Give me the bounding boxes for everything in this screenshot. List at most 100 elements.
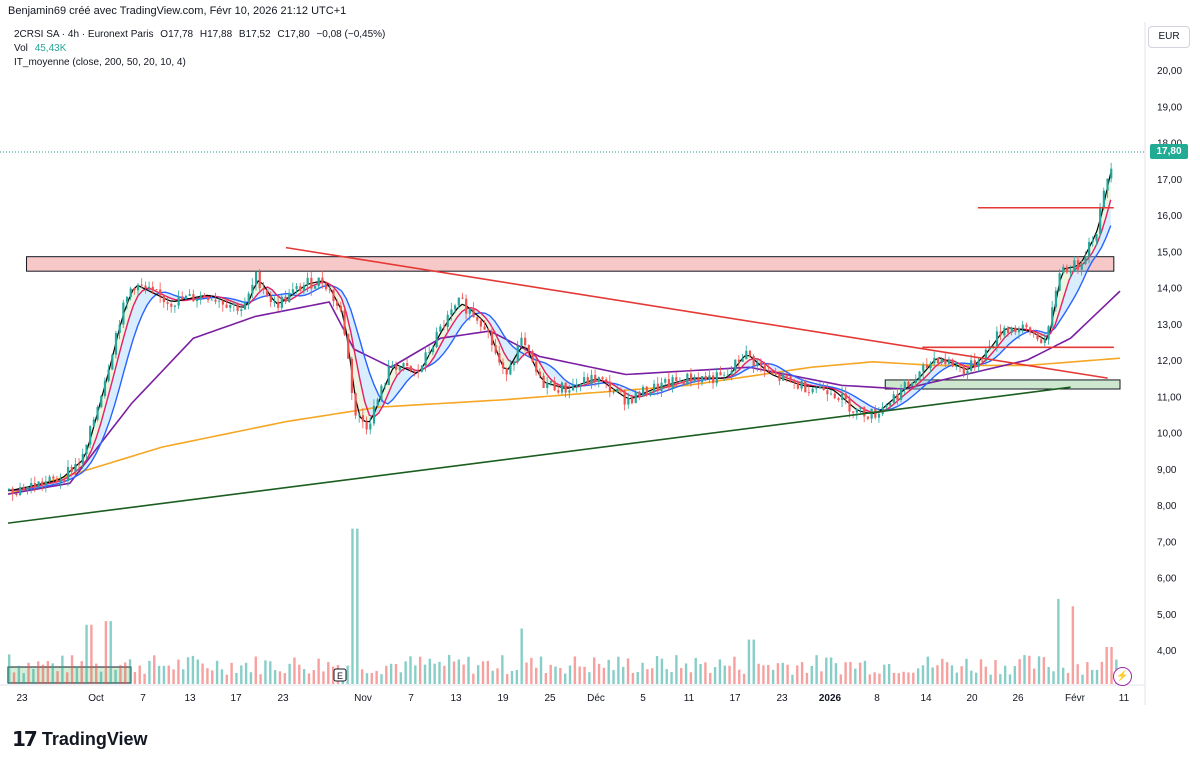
- candle-body: [1069, 271, 1072, 273]
- price-chart[interactable]: E 20,0019,0018,0017,0016,0015,0014,0013,…: [0, 0, 1200, 718]
- candle-body: [689, 373, 693, 382]
- candle-body: [321, 277, 324, 284]
- volume-bar: [747, 639, 751, 684]
- volume-bar: [443, 665, 446, 684]
- candle-body: [339, 305, 342, 311]
- candle-body: [1032, 332, 1035, 334]
- candle-body: [660, 382, 663, 391]
- volume-bar: [660, 658, 664, 684]
- candle-body: [848, 399, 851, 412]
- volume-bar: [810, 665, 813, 684]
- x-tick-label: 17: [230, 693, 242, 704]
- price-axis[interactable]: 20,0019,0018,0017,0016,0015,0014,0013,00…: [1157, 66, 1182, 657]
- volume-bar: [578, 666, 581, 684]
- price-change: −0,08 (−0,45%): [316, 29, 386, 40]
- volume-bar: [51, 663, 54, 684]
- candle-body: [439, 326, 442, 332]
- candle-body: [564, 382, 567, 393]
- y-tick-label: 19,00: [1157, 102, 1182, 113]
- candle-body: [19, 487, 22, 496]
- lightning-icon[interactable]: ⚡: [1113, 667, 1132, 686]
- candle-body: [892, 394, 895, 403]
- ma-line-ma200: [7, 357, 1121, 495]
- volume-bar: [941, 658, 944, 684]
- volume-bar: [389, 663, 393, 684]
- candle-body: [44, 481, 48, 486]
- candle-body: [947, 359, 951, 364]
- indicator-label[interactable]: IT_moyenne (close, 200, 50, 20, 10, 4): [14, 57, 186, 68]
- x-tick-label: 11: [684, 693, 695, 704]
- volume-bar: [834, 663, 838, 684]
- symbol-label[interactable]: 2CRSI SA · 4h · Euronext Paris: [14, 29, 154, 40]
- candle-body: [325, 283, 328, 290]
- candle-body: [653, 383, 656, 392]
- candle-body: [807, 392, 811, 394]
- volume-bar: [264, 660, 267, 684]
- volume-bar: [709, 672, 712, 684]
- candle-body: [313, 286, 317, 289]
- volume-bar: [66, 672, 69, 684]
- volume-bar: [501, 655, 504, 684]
- candle-body: [129, 288, 132, 297]
- volume-bar: [979, 659, 983, 684]
- volume-bar: [757, 663, 760, 684]
- candle-body: [225, 304, 228, 308]
- candle-body: [933, 357, 936, 364]
- candle-body: [243, 302, 247, 310]
- candle-body: [575, 385, 578, 386]
- volume-bar: [858, 662, 862, 684]
- volume-bar: [99, 671, 103, 684]
- volume-bar: [583, 666, 586, 684]
- y-tick-label: 4,00: [1157, 646, 1177, 657]
- volume-label[interactable]: Vol: [14, 43, 28, 54]
- volume-bar: [1042, 657, 1046, 684]
- volume-zone-box: [7, 666, 132, 684]
- time-axis[interactable]: 23 Oct 7 13 17 23 Nov 7 13 19 25 Déc 5 11 17 23 2026 8 14 2…: [16, 693, 1129, 704]
- y-tick-label: 7,00: [1157, 537, 1177, 548]
- volume-bar: [534, 667, 538, 684]
- descending-resistance: [285, 246, 1108, 379]
- currency-button[interactable]: EUR: [1148, 26, 1190, 48]
- candle-body: [512, 361, 516, 366]
- earnings-badge: [333, 668, 347, 682]
- volume-bar: [114, 669, 117, 684]
- candle-body: [295, 286, 298, 290]
- volume-bar: [22, 673, 25, 684]
- volume-bar: [215, 660, 219, 684]
- volume-bar: [230, 662, 233, 684]
- candle-body: [844, 393, 847, 400]
- candle-body: [962, 366, 965, 375]
- candle-body: [645, 386, 648, 396]
- candle-body: [896, 394, 899, 400]
- candle-body: [11, 488, 14, 494]
- attribution-text: Benjamin69 créé avec TradingView.com, Fé…: [8, 5, 347, 17]
- candle-body: [516, 345, 519, 362]
- volume-bar: [921, 665, 925, 684]
- volume-bar: [878, 673, 881, 684]
- candle-body: [914, 380, 917, 383]
- volume-bar: [298, 664, 301, 684]
- volume-bar: [960, 666, 963, 684]
- candle-body: [671, 377, 674, 388]
- candle-body: [100, 396, 103, 408]
- x-tick-label: 20: [966, 693, 978, 704]
- volume-bar: [254, 656, 257, 684]
- volume-bar: [240, 665, 243, 684]
- volume-bar: [172, 669, 175, 684]
- candle-body: [793, 380, 796, 383]
- volume-bar: [612, 670, 615, 684]
- resistance-zone: [26, 256, 1115, 272]
- volume-bar: [752, 639, 755, 684]
- candle-body: [837, 398, 840, 400]
- volume-bar: [564, 673, 567, 684]
- candle-body: [675, 377, 678, 381]
- volume-bar: [1032, 668, 1036, 684]
- tradingview-logo[interactable]: 17 TradingView: [12, 727, 148, 751]
- candle-body: [413, 370, 416, 372]
- candle-body: [218, 300, 221, 302]
- volume-bar: [385, 665, 388, 684]
- ma-line-10: [7, 199, 1112, 492]
- volume-bar: [225, 674, 228, 684]
- volume-bar: [912, 672, 915, 684]
- volume-bar: [128, 659, 132, 684]
